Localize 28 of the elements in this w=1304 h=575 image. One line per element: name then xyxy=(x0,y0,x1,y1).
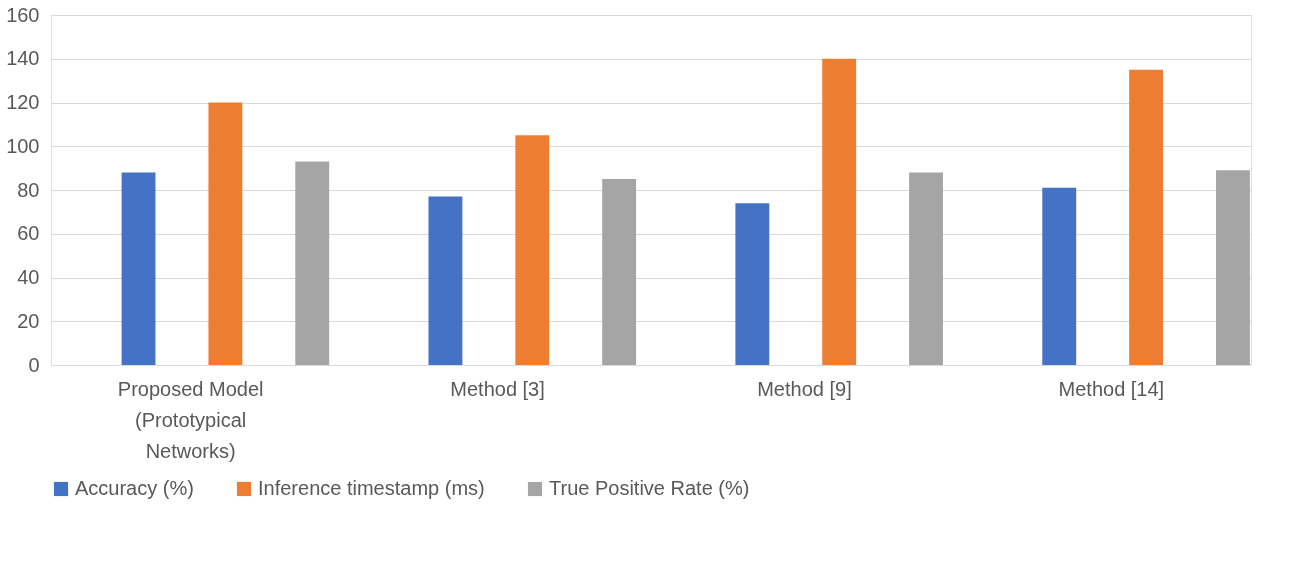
y-tick-label: 160 xyxy=(6,3,40,26)
y-tick-label: 0 xyxy=(28,353,40,376)
legend-label: Inference timestamp (ms) xyxy=(258,477,485,499)
bar xyxy=(515,135,550,365)
y-tick-label: 20 xyxy=(17,309,40,332)
x-tick-label: Method [9] xyxy=(757,377,852,400)
x-tick-label: Proposed Model (Prototypical Networks) xyxy=(117,377,264,462)
bar xyxy=(735,203,770,365)
bar xyxy=(295,161,330,365)
y-tick-label: 140 xyxy=(6,47,40,70)
bar xyxy=(822,58,857,365)
y-tick-label: 40 xyxy=(17,266,40,288)
legend-label: Accuracy (%) xyxy=(75,477,194,499)
bar xyxy=(909,172,943,365)
bar xyxy=(208,102,243,365)
bar xyxy=(1129,69,1164,365)
y-tick-label: 120 xyxy=(6,91,40,113)
y-tick-label: 80 xyxy=(17,178,40,201)
y-tick-label: 100 xyxy=(6,134,40,157)
bar xyxy=(1042,187,1077,365)
x-tick-label: Method [14] xyxy=(1058,377,1165,400)
bar xyxy=(428,196,463,365)
y-tick-label: 60 xyxy=(17,222,40,245)
bar xyxy=(602,179,637,365)
x-tick-label: Method [3] xyxy=(450,377,545,400)
bar xyxy=(1216,170,1250,365)
bar xyxy=(121,172,156,365)
legend-label: True Positive Rate (%) xyxy=(549,477,750,499)
